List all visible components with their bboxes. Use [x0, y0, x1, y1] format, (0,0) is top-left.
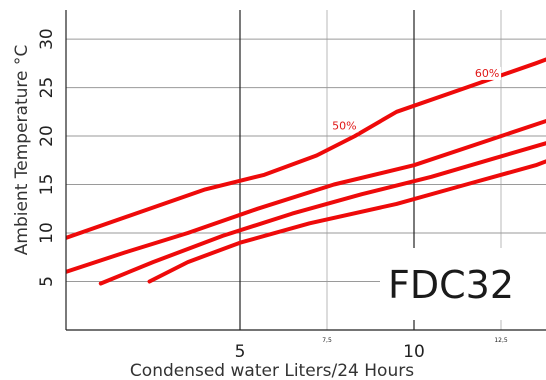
y-tick-label: 30 — [37, 28, 57, 50]
y-axis-ticks: 5 10 15 20 25 30 — [37, 28, 57, 287]
y-tick-label: 15 — [37, 174, 57, 196]
x-axis-title: Condensed water Liters/24 Hours — [130, 361, 414, 380]
y-axis-title: Ambient Temperature °C — [12, 45, 32, 255]
model-box — [380, 248, 546, 320]
x-tick-label: 10 — [403, 342, 425, 362]
series-label-50pct: 50% — [332, 119, 356, 132]
x-minor-tick-label: 12,5 — [494, 337, 508, 344]
series-line-50pct — [66, 57, 546, 240]
series-label-bg — [330, 119, 359, 133]
model-label: FDC32 — [388, 263, 514, 307]
series-line-60pct — [66, 118, 546, 274]
series-line-70pct — [98, 141, 546, 286]
series-label-bg — [473, 66, 502, 80]
y-tick-label: 20 — [37, 125, 57, 147]
y-tick-label: 25 — [37, 77, 57, 99]
series-label-60pct: 60% — [475, 67, 499, 80]
series-line-80pct — [147, 159, 546, 284]
y-tick-label: 10 — [37, 222, 57, 244]
x-tick-label: 5 — [235, 342, 246, 362]
x-minor-tick-label: 7,5 — [322, 337, 332, 344]
curves — [66, 57, 546, 286]
x-axis-ticks: 7,512,517,522,527,551015202530 — [235, 337, 508, 362]
y-tick-label: 5 — [37, 276, 57, 287]
curve-labels: 50%60%70%80% — [330, 66, 502, 133]
grid-minor — [66, 10, 546, 330]
model-annotation: FDC32 — [380, 248, 546, 320]
